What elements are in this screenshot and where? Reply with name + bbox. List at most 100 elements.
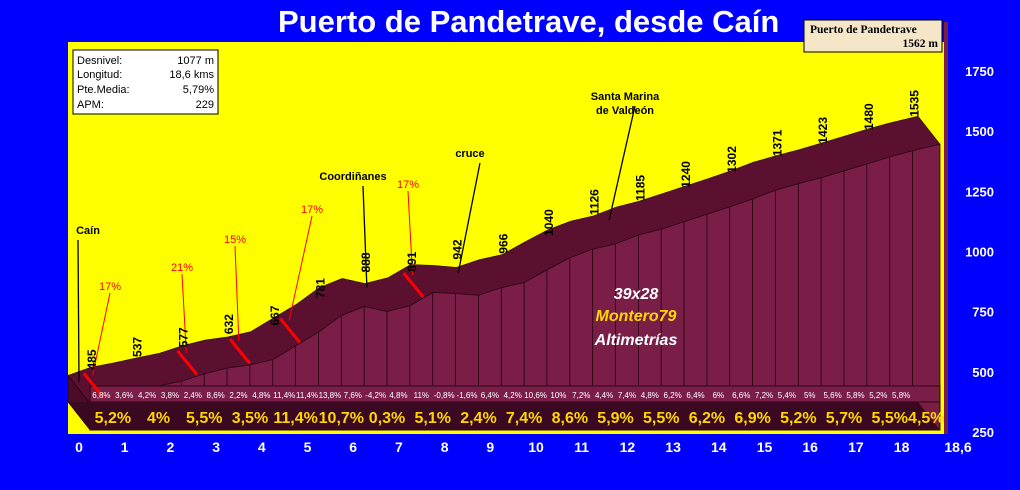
summit-pole — [944, 22, 948, 434]
x-tick-label: 4 — [258, 439, 266, 455]
max-grade-label: 15% — [224, 234, 246, 246]
half-km-grade: 8,6% — [207, 391, 225, 400]
altitude-label: 942 — [451, 239, 465, 259]
altitude-label: 1240 — [679, 161, 693, 188]
altitude-label: 667 — [268, 305, 282, 325]
max-grade-segment — [82, 372, 105, 399]
max-grade-leader — [92, 292, 111, 376]
half-km-grade: 6,8% — [92, 391, 110, 400]
x-tick-label: 8 — [441, 439, 449, 455]
profile-layer — [67, 115, 941, 431]
half-km-grade: 7,2% — [572, 391, 590, 400]
max-grade-label: 17% — [301, 204, 323, 216]
profile-floor — [68, 402, 940, 430]
half-km-grade: 5,6% — [823, 391, 841, 400]
max-grade-label: 21% — [171, 262, 193, 274]
y-tick-label: 1500 — [965, 124, 994, 139]
km-grade: 5,7% — [826, 410, 862, 427]
half-km-grade: 4,2% — [138, 391, 156, 400]
half-km-grade: 5,8% — [846, 391, 864, 400]
half-km-grade: 6,6% — [732, 391, 750, 400]
place-label: Santa Marina — [591, 91, 660, 103]
x-tick-label: 15 — [757, 439, 773, 455]
x-tick-label: 0 — [75, 439, 83, 455]
half-km-grade: 3,6% — [115, 391, 133, 400]
altitude-label: 781 — [313, 278, 327, 298]
altitude-label: 1040 — [542, 209, 556, 236]
km-grade: 5,5% — [871, 410, 907, 427]
half-km-grade: 5,2% — [869, 391, 887, 400]
stat-label-longitud: Longitud: — [77, 69, 122, 81]
max-grade-label: 17% — [99, 281, 121, 293]
km-grade: 5,5% — [186, 410, 222, 427]
place-leader-line — [362, 185, 368, 288]
x-tick-label: 2 — [166, 439, 174, 455]
summit-name: Puerto de Pandetrave — [810, 24, 917, 36]
max-grade-leader — [407, 190, 414, 276]
half-km-grade: 4,2% — [504, 391, 522, 400]
half-km-grade: 7,2% — [755, 391, 773, 400]
half-km-grade: -1,6% — [457, 391, 478, 400]
place-label: de Valdeón — [596, 105, 654, 117]
half-km-grade: 4,8% — [252, 391, 270, 400]
x-tick-label: 18,6 — [944, 439, 971, 455]
km-grade: 5,5% — [643, 410, 679, 427]
half-km-grade: 4,8% — [389, 391, 407, 400]
km-grade: 6,2% — [689, 410, 725, 427]
altitude-label: 1423 — [816, 117, 830, 144]
max-grade-leader — [288, 215, 313, 321]
x-tick-label: 1 — [121, 439, 129, 455]
half-km-grade: 6,4% — [481, 391, 499, 400]
y-tick-label: 1000 — [965, 245, 994, 260]
km-grade: 6,9% — [734, 410, 770, 427]
x-tick-label: 13 — [665, 439, 681, 455]
half-km-grade: 5,4% — [778, 391, 796, 400]
max-grade-segment — [279, 317, 302, 344]
half-km-grade: 7,6% — [344, 391, 362, 400]
altitude-label: 537 — [131, 337, 145, 357]
place-leader-line — [457, 162, 481, 273]
km-grade: 4,5% — [908, 410, 944, 427]
max-grade-segment — [228, 338, 251, 365]
km-grade: 5,2% — [780, 410, 816, 427]
half-km-grade: 10% — [550, 391, 566, 400]
max-grade-segment — [402, 272, 425, 299]
credit-brand: Altimetrías — [594, 332, 678, 349]
y-tick-label: 250 — [972, 425, 994, 440]
half-km-grade: 11,4% — [296, 391, 318, 400]
altitude-label: 632 — [222, 314, 236, 334]
x-tick-label: 14 — [711, 439, 727, 455]
half-km-grade: 7,4% — [618, 391, 636, 400]
km-grade: 5,1% — [415, 410, 451, 427]
labels-layer: 6,8% 3,6% 4,2% 3,8% 2,4% 8,6% 2,2% 4,8% 11,4% 11,… — [76, 90, 944, 427]
km-grade: 10,7% — [319, 410, 364, 427]
altitude-label: 1185 — [633, 175, 647, 201]
x-tick-label: 18 — [894, 439, 910, 455]
stat-label-pendiente: Pte.Media: — [77, 84, 130, 96]
summit-box: Puerto de Pandetrave 1562 m — [803, 19, 943, 53]
x-tick-label: 3 — [212, 439, 220, 455]
half-km-grade: 2,4% — [184, 391, 202, 400]
half-km-grade: 4,4% — [595, 391, 613, 400]
x-tick-label: 16 — [802, 439, 818, 455]
x-tick-label: 17 — [848, 439, 864, 455]
x-tick-label: 11 — [574, 439, 589, 455]
km-grade: 5,2% — [95, 410, 131, 427]
max-grade-label: 17% — [397, 179, 419, 191]
half-km-grade: 10,6% — [524, 391, 547, 400]
half-km-grade: 5,8% — [892, 391, 910, 400]
place-leader-line — [77, 239, 80, 382]
km-grade: 7,4% — [506, 410, 542, 427]
x-tick-label: 10 — [528, 439, 544, 455]
half-km-grade: 2,2% — [229, 391, 247, 400]
x-tick-label: 12 — [620, 439, 636, 455]
km-grade: 3,5% — [232, 410, 268, 427]
altitude-label: 1302 — [725, 146, 739, 173]
place-label: Caín — [76, 225, 100, 237]
x-tick-label: 5 — [304, 439, 312, 455]
chart-title: Puerto de Pandetrave, desde Caín — [278, 4, 779, 39]
x-tick-label: 7 — [395, 439, 403, 455]
marks-layer — [77, 105, 636, 399]
